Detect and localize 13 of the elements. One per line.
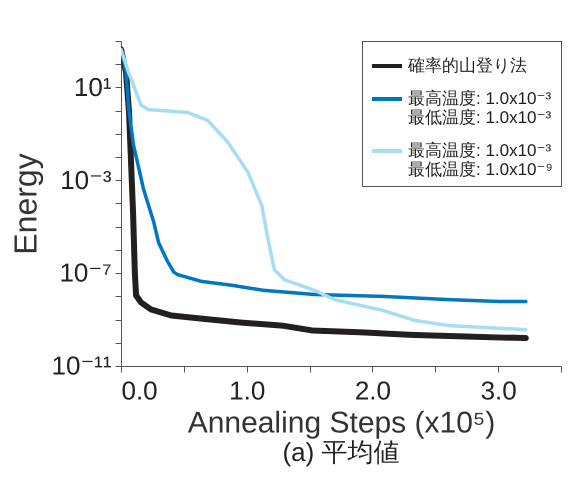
x-tick-label: 3.0 [480, 376, 517, 406]
x-tick-label: 0.0 [122, 376, 158, 406]
legend-label: 最高温度: 1.0x10⁻³ 最低温度: 1.0x10⁻⁹ [408, 141, 553, 179]
legend-label: 確率的山登り法 [407, 56, 527, 75]
y-tick-label: 10⁻¹¹ [52, 350, 112, 380]
legend-label: 最高温度: 1.0x10⁻³ 最低温度: 1.0x10⁻³ [408, 89, 552, 127]
y-tick-label: 10⁻³ [60, 164, 112, 195]
y-axis-title: Energy [8, 153, 44, 255]
x-tick-label: 2.0 [354, 376, 392, 406]
x-axis-title: Annealing Steps (x10⁵) [188, 406, 496, 440]
y-tick-label: 10¹ [74, 72, 112, 102]
y-tick-label: 10⁻⁷ [59, 258, 112, 288]
x-tick-label: 1.0 [229, 376, 266, 406]
